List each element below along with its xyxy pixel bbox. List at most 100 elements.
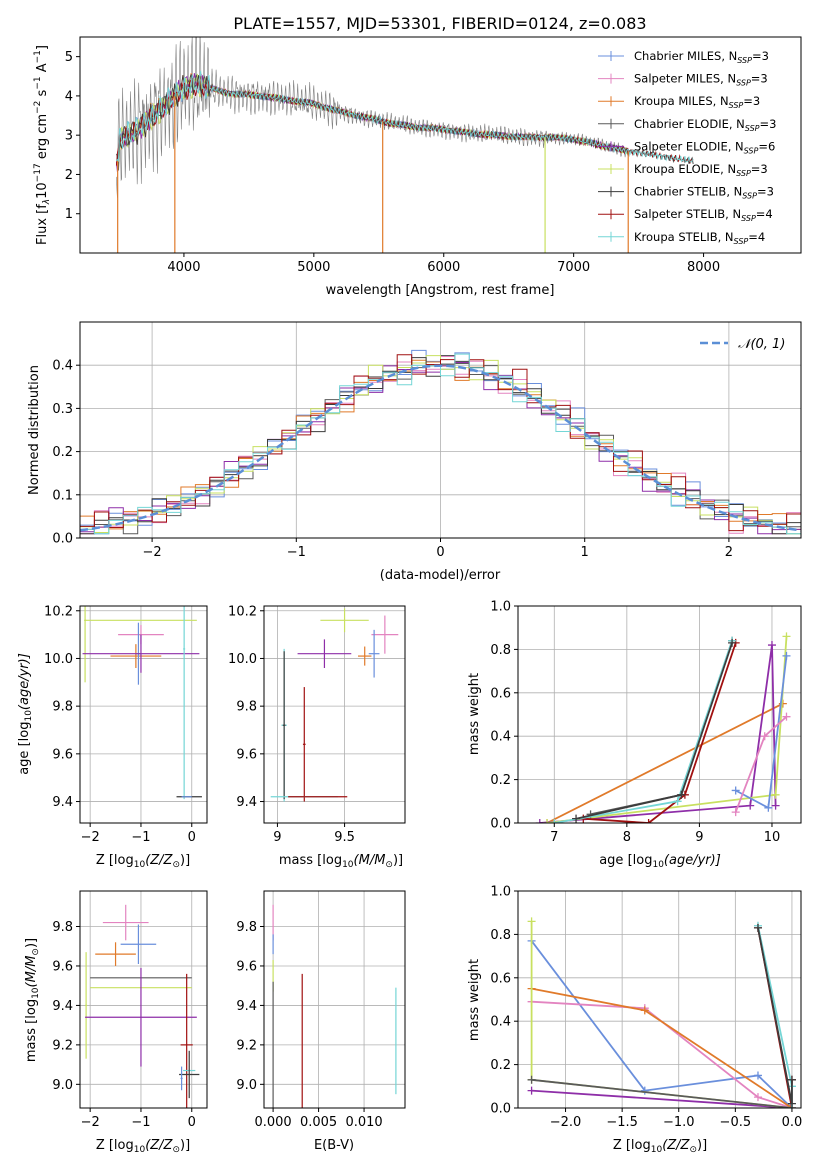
x-tick-label: −2 xyxy=(81,830,100,845)
x-axis-label: Z [log10(Z/Z⊙)] xyxy=(613,1138,707,1155)
plot-area xyxy=(527,917,796,1108)
histogram-steps-kroupa_stelib xyxy=(80,353,801,535)
y-tick-label: 9.8 xyxy=(236,700,257,715)
weight-marker-kroupa_elodie xyxy=(771,790,780,799)
axes-frame: −2 −1 0 9.4 9.6 9.8 10.0 10.2 xyxy=(44,604,208,845)
axes-frame: −2 −1 0 9.0 9.2 9.4 9.6 9.8 xyxy=(52,890,208,1130)
weight-line-kroupa_elodie xyxy=(546,636,788,823)
x-tick-label: 0.000 xyxy=(254,1115,291,1130)
y-tick-label: 9.8 xyxy=(236,920,257,935)
x-axis-label: mass [log10(M/M⊙)] xyxy=(279,853,403,870)
mass-vs-ebv-panel: 0.000 0.005 0.010 9.0 9.2 9.4 9.6 9.8 E(B-V) xyxy=(236,890,406,1153)
x-tick-label: 0.010 xyxy=(345,1115,382,1130)
y-tick-label: 0.8 xyxy=(490,928,511,943)
y-tick-label: 9.6 xyxy=(52,747,73,762)
weight-line-chabrier_elodie xyxy=(590,640,733,816)
plot-area xyxy=(270,608,399,802)
y-axis-label: mass weight xyxy=(467,959,482,1041)
x-axis-label: Z [log10(Z/Z⊙)] xyxy=(96,1138,190,1155)
weight-marker-chabrier_miles xyxy=(731,786,740,795)
weight-marker-salpeter_miles xyxy=(753,1093,762,1102)
x-axis-label: Z [log10(Z/Z⊙)] xyxy=(96,853,190,870)
weight-marker-chabrier_stelib xyxy=(572,814,581,823)
histogram-steps-salpeter_stelib xyxy=(80,354,801,532)
legend-entry: Salpeter ELODIE, NSSP=6 xyxy=(634,139,775,155)
weight-marker-kroupa_elodie xyxy=(527,917,536,926)
weight-line-chabrier_miles xyxy=(530,940,793,1108)
weight-line-chabrier_stelib xyxy=(757,927,793,1104)
weight-marker-salpeter_stelib xyxy=(644,819,653,823)
weight-marker-chabrier_stelib xyxy=(787,1075,796,1084)
x-tick-label: 7 xyxy=(550,830,558,845)
x-tick-label: 0 xyxy=(188,1115,196,1130)
x-tick-label: −1 xyxy=(131,1115,150,1130)
axes-border xyxy=(79,605,208,824)
plot-area xyxy=(535,632,791,823)
x-tick-label: 0.0 xyxy=(782,1115,803,1130)
legend: 𝒩(0, 1) xyxy=(700,337,785,352)
x-tick-label: −2.0 xyxy=(550,1115,582,1130)
weight-marker-salpeter_elodie xyxy=(535,819,544,823)
y-tick-label: 9.4 xyxy=(236,795,257,810)
y-tick-label: 0.0 xyxy=(490,1102,511,1117)
y-axis-label: mass weight xyxy=(467,673,482,755)
plot-area xyxy=(272,904,397,1108)
legend-entry: Salpeter STELIB, NSSP=4 xyxy=(634,207,773,223)
axes-frame: −2 −1 0 1 2 0.0 0.1 0.2 0.3 0.4 xyxy=(52,321,802,560)
plot-area xyxy=(82,606,202,800)
legend-entry: 𝒩(0, 1) xyxy=(738,337,785,352)
weight-marker-kroupa_elodie xyxy=(782,632,791,641)
weight-line-kroupa_elodie xyxy=(530,921,792,1108)
y-tick-label: 0.6 xyxy=(490,971,511,986)
age-vs-mass-panel: 9 9.5 9.4 9.6 9.8 10.0 10.2 mass [log10(M/M⊙)] xyxy=(228,604,406,870)
weight-marker-kroupa_elodie xyxy=(543,819,552,823)
weight-marker-salpeter_miles xyxy=(731,808,740,817)
y-tick-label: 0.3 xyxy=(52,402,73,417)
legend-entry: Chabrier ELODIE, NSSP=3 xyxy=(634,117,776,133)
y-tick-label: 4 xyxy=(65,89,73,104)
weight-marker-chabrier_miles xyxy=(640,1086,649,1095)
x-tick-label: −0.5 xyxy=(720,1115,752,1130)
x-tick-label: 1 xyxy=(581,545,589,560)
x-tick-label: 0.005 xyxy=(300,1115,337,1130)
weight-line-salpeter_miles xyxy=(531,1000,793,1108)
y-tick-label: 0.4 xyxy=(490,730,511,745)
y-tick-label: 5 xyxy=(65,50,73,65)
axes-border xyxy=(263,890,406,1109)
y-axis-label: Flux [fλ10−17 erg cm−2 s−1 A−1] xyxy=(33,45,52,245)
y-tick-label: 9.4 xyxy=(236,999,257,1014)
y-tick-label: 9.0 xyxy=(52,1078,73,1093)
weight-line-salpeter_stelib xyxy=(583,642,737,823)
weight-line-chabrier_stelib xyxy=(575,642,733,820)
weight-marker-salpeter_miles xyxy=(782,712,791,721)
y-tick-label: 9.0 xyxy=(236,1078,257,1093)
y-tick-label: 1.0 xyxy=(490,600,511,615)
legend-entry: Chabrier MILES, NSSP=3 xyxy=(634,49,769,65)
weight-vs-age-panel: 7 8 9 10 0.0 0.2 0.4 0.6 0.8 1.0 age [log10(age/yr… xyxy=(467,600,802,870)
x-axis-label: (data-model)/error xyxy=(380,568,501,583)
axes-border xyxy=(79,890,208,1109)
y-axis-label: age [log10(age/yr)] xyxy=(17,653,34,775)
axes-border xyxy=(517,890,802,1109)
mass-vs-metallicity-panel: −2 −1 0 9.0 9.2 9.4 9.6 9.8 Z [log10(Z/Z⊙)] mass … xyxy=(24,890,208,1155)
weight-marker-salpeter_elodie xyxy=(746,801,755,810)
axes-frame: 9 9.5 9.4 9.6 9.8 10.0 10.2 xyxy=(228,604,406,845)
plot-area xyxy=(115,37,694,253)
y-tick-label: 0.6 xyxy=(490,686,511,701)
y-tick-label: 9.2 xyxy=(236,1038,257,1053)
y-tick-label: 9.4 xyxy=(52,795,73,810)
spectrum-panel: 4000 5000 6000 7000 8000 1 2 3 4 5 wavelength [Ang… xyxy=(33,36,802,298)
x-tick-label: −2 xyxy=(81,1115,100,1130)
y-tick-label: 0.2 xyxy=(490,1058,511,1073)
y-tick-label: 10.0 xyxy=(44,652,73,667)
y-tick-label: 10.2 xyxy=(44,604,73,619)
axes-border xyxy=(263,605,406,824)
y-tick-label: 1 xyxy=(65,207,73,222)
y-tick-label: 0.1 xyxy=(52,488,73,503)
x-tick-label: 8 xyxy=(623,830,631,845)
weight-marker-salpeter_miles xyxy=(760,732,769,741)
axes-frame: 0.000 0.005 0.010 9.0 9.2 9.4 9.6 9.8 xyxy=(236,890,406,1130)
x-tick-label: −1 xyxy=(287,545,306,560)
legend-entry: Chabrier STELIB, NSSP=3 xyxy=(634,185,774,201)
